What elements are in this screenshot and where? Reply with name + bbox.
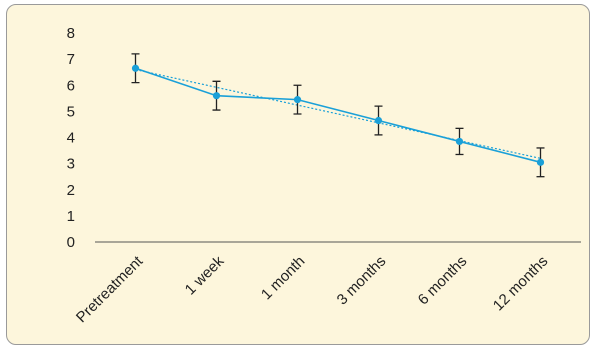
x-axis-tick-labels: Pretreatment 1 week 1 month 3 months 6 month… <box>73 252 551 326</box>
y-tick-label: 3 <box>67 156 75 173</box>
trend-line <box>135 68 541 159</box>
y-tick-label: 4 <box>67 130 75 147</box>
data-points <box>131 64 545 166</box>
data-point <box>455 137 464 146</box>
y-tick-label: 5 <box>67 103 75 120</box>
y-tick-label: 2 <box>67 182 75 199</box>
error-bars <box>131 53 545 178</box>
x-tick-label: 6 months <box>415 253 471 309</box>
y-tick-label: 0 <box>67 234 75 251</box>
data-point <box>293 96 302 104</box>
data-point <box>212 92 221 100</box>
x-tick-label: 3 months <box>334 253 390 309</box>
y-axis-tick-labels: 0 1 2 3 4 5 6 7 8 <box>67 25 75 251</box>
x-tick-label: 12 months <box>490 253 552 315</box>
data-point <box>536 158 545 166</box>
data-point <box>374 116 383 125</box>
x-tick-label: 1 week <box>182 252 228 298</box>
y-tick-label: 8 <box>67 25 75 42</box>
data-point <box>131 64 140 72</box>
x-tick-label: Pretreatment <box>73 252 147 326</box>
line-chart: 0 1 2 3 4 5 6 7 8 Pretreatment 1 week 1 month 3 mon… <box>67 25 581 326</box>
y-tick-label: 1 <box>67 208 75 225</box>
y-tick-label: 7 <box>67 51 75 68</box>
x-tick-label: 1 month <box>258 253 308 303</box>
series-line <box>135 67 541 164</box>
y-tick-label: 6 <box>67 77 75 94</box>
chart-panel: 0 1 2 3 4 5 6 7 8 Pretreatment 1 week 1 month 3 mon… <box>6 4 590 345</box>
